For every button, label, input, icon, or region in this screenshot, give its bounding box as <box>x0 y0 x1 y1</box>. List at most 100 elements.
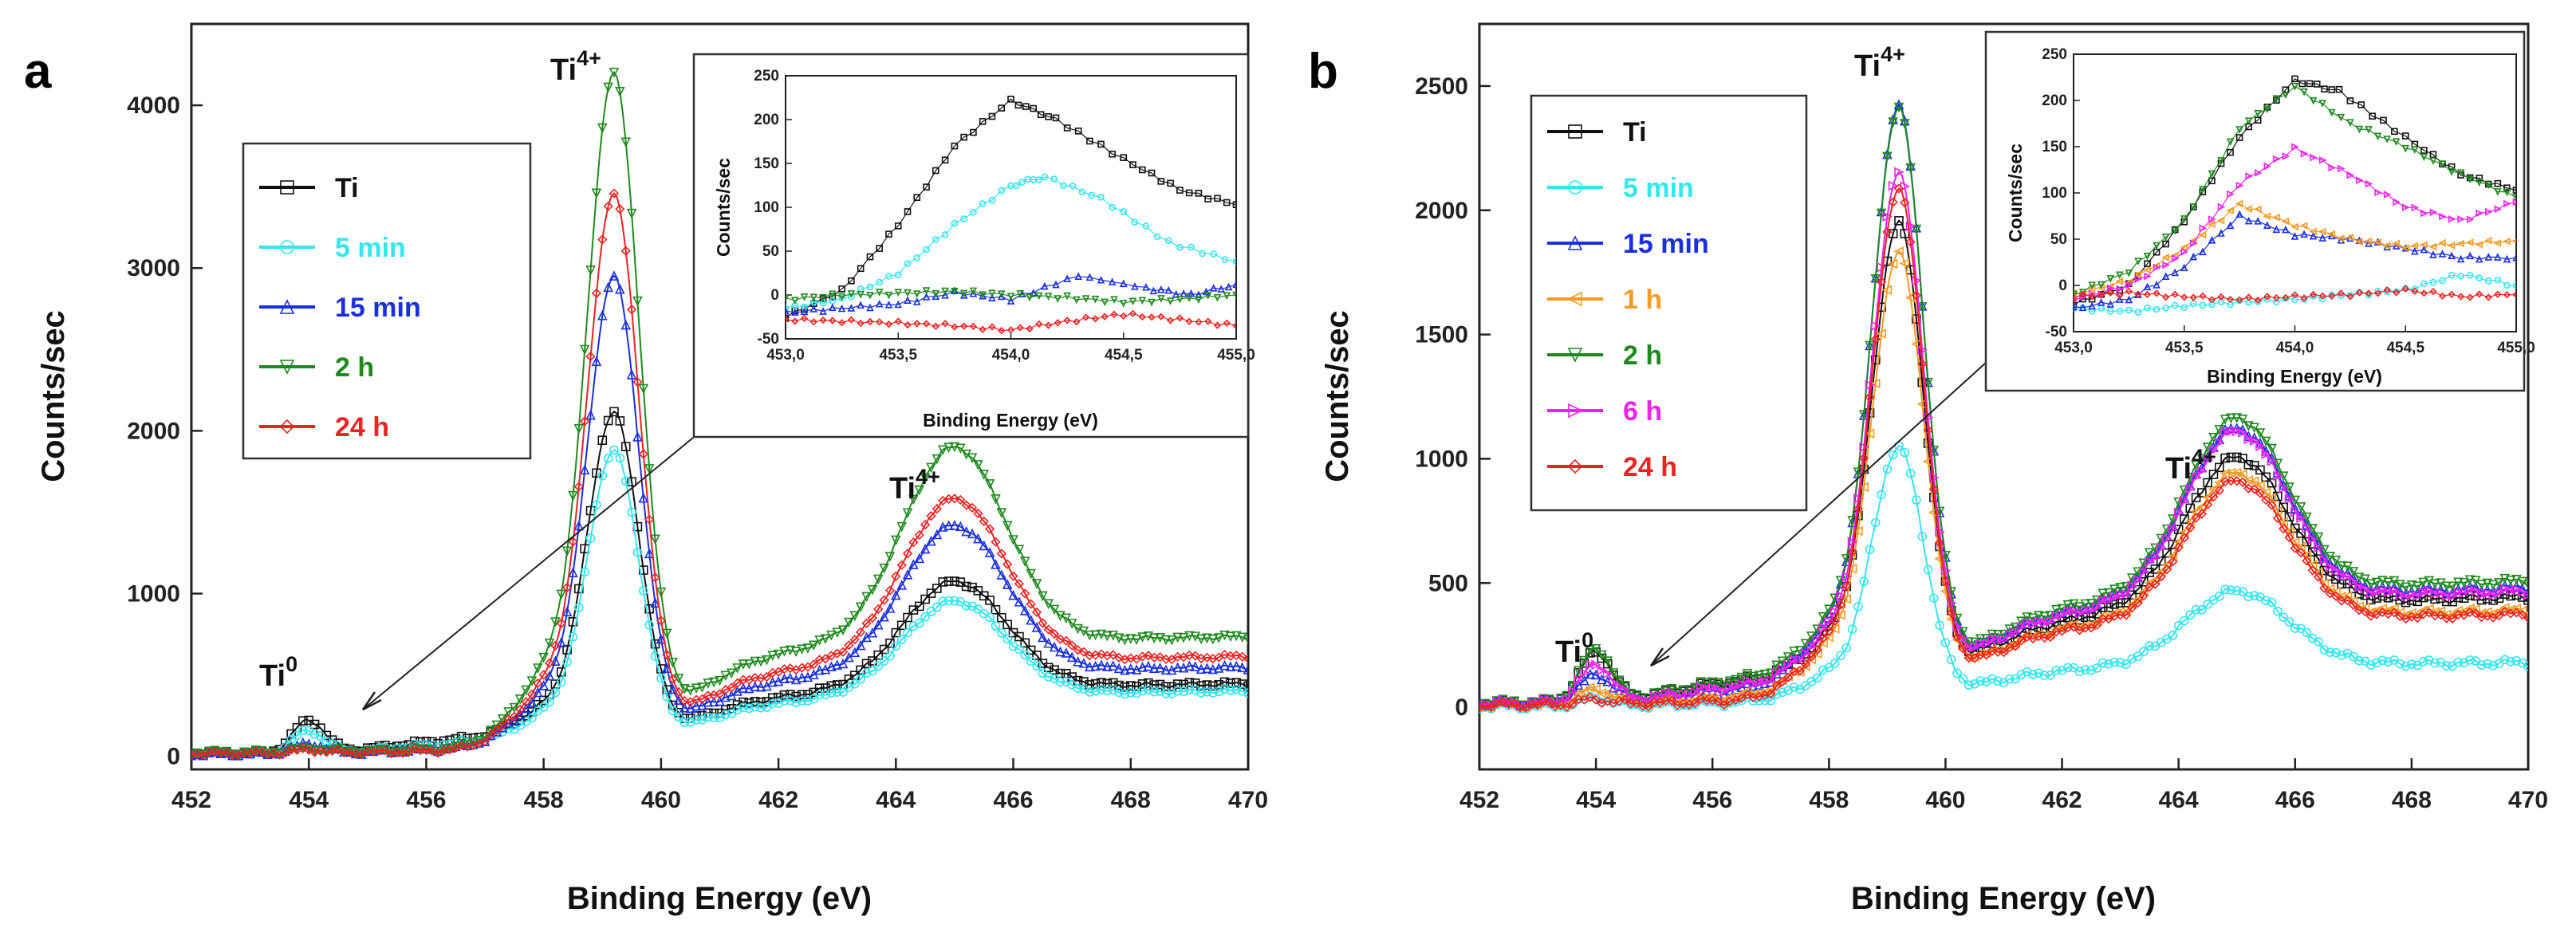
data-point <box>556 637 567 647</box>
data-point <box>2034 616 2045 627</box>
data-point <box>2441 581 2452 592</box>
data-point <box>1888 450 1898 460</box>
data-point <box>1853 602 1863 612</box>
zoom-arrow-head <box>361 691 382 711</box>
data-point <box>2273 606 2283 616</box>
x-tick-label: 454 <box>1576 787 1616 813</box>
data-point <box>732 678 742 688</box>
data-point <box>908 559 919 569</box>
inset-data-point <box>1157 295 1165 303</box>
data-point <box>1806 651 1817 662</box>
inset-data-point <box>979 325 987 333</box>
data-point <box>932 504 942 514</box>
inset-data-point <box>866 303 874 312</box>
data-point <box>2284 532 2294 543</box>
data-point <box>2348 600 2358 610</box>
data-point <box>1748 671 1759 682</box>
data-point <box>1231 685 1242 694</box>
inset-data-point <box>2391 128 2398 136</box>
data-point <box>1002 579 1013 589</box>
data-point <box>2441 591 2452 601</box>
data-point <box>2511 584 2523 595</box>
inset-x-tick-label: 455,0 <box>1217 347 1255 364</box>
data-point <box>967 453 978 464</box>
data-point <box>1243 634 1248 645</box>
data-point <box>903 612 912 623</box>
data-point <box>773 649 784 660</box>
data-point <box>1102 678 1113 689</box>
legend-marker <box>1567 348 1583 363</box>
data-point <box>1912 495 1921 505</box>
data-point <box>2255 480 2265 491</box>
x-tick-label: 468 <box>1111 787 1151 813</box>
data-point <box>767 698 778 709</box>
inset-data-point <box>2313 81 2321 88</box>
legend-entry: 15 min <box>1547 229 1709 259</box>
data-point <box>2127 603 2137 613</box>
y-axis-label: Counts/sec <box>36 310 71 482</box>
data-point <box>632 548 643 557</box>
data-point <box>938 596 948 606</box>
data-point <box>2325 647 2335 657</box>
data-point <box>1608 668 1619 678</box>
data-point <box>996 508 1007 518</box>
data-point <box>668 658 678 668</box>
inset-data-point <box>998 187 1006 195</box>
data-point <box>1794 666 1805 676</box>
data-point <box>2395 611 2405 622</box>
data-point <box>2331 647 2341 658</box>
inset-y-tick-label: 250 <box>2042 46 2067 63</box>
data-point <box>192 748 203 759</box>
inset-data-point <box>2144 272 2152 281</box>
inset-data-point <box>1082 313 1090 321</box>
inset-data-point <box>2273 155 2281 163</box>
data-point <box>926 511 936 521</box>
inset-data-point <box>2310 293 2317 300</box>
inset-data-point <box>2116 271 2124 280</box>
data-point <box>767 651 778 661</box>
inset-data-point <box>1091 315 1100 323</box>
inset-data-point <box>2161 272 2170 280</box>
data-point <box>1578 686 1589 697</box>
data-point <box>597 234 608 245</box>
data-point <box>661 663 672 673</box>
data-point <box>585 533 596 543</box>
inset-data-point <box>2282 225 2290 234</box>
data-point <box>685 717 695 727</box>
data-point <box>2453 609 2464 620</box>
data-point <box>1049 628 1060 639</box>
data-point <box>1783 659 1794 671</box>
data-point <box>2465 655 2475 665</box>
data-point <box>1061 613 1072 624</box>
inset-data-point <box>1006 293 1015 301</box>
data-point <box>591 356 602 367</box>
inset-data-point <box>2327 230 2336 238</box>
data-point <box>2383 587 2394 597</box>
data-point <box>2238 587 2247 597</box>
data-point <box>1917 344 1928 356</box>
data-point <box>1876 277 1887 287</box>
inset-data-point <box>2365 126 2373 134</box>
data-point <box>2523 589 2528 600</box>
data-point <box>2441 661 2452 671</box>
data-point <box>991 559 1001 569</box>
data-point <box>2447 581 2458 592</box>
data-point <box>538 652 549 663</box>
data-point <box>538 702 549 712</box>
data-point <box>1020 588 1030 599</box>
data-point <box>2261 472 2271 482</box>
data-point <box>979 470 990 480</box>
inset-y-tick-label: 50 <box>762 243 779 260</box>
data-point <box>1585 645 1596 655</box>
inset-data-point <box>2216 216 2225 225</box>
inset-data-point <box>2217 157 2225 165</box>
data-point <box>298 726 308 735</box>
data-point <box>1958 643 1968 654</box>
data-point <box>2429 579 2440 589</box>
inset-data-point <box>932 289 940 298</box>
data-point <box>703 712 713 722</box>
data-point <box>1190 678 1200 688</box>
data-point <box>2523 580 2528 591</box>
data-point <box>2325 561 2336 572</box>
